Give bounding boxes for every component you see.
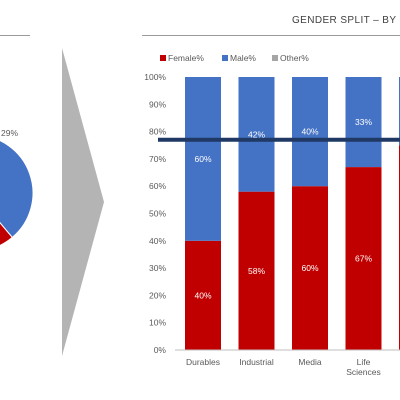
data-label-female: 60% bbox=[301, 263, 318, 273]
bar-male bbox=[185, 77, 221, 241]
bar-male bbox=[238, 77, 275, 192]
legend-label: Other% bbox=[280, 53, 309, 63]
y-tick-label: 30% bbox=[149, 263, 166, 273]
bar-female bbox=[185, 240, 221, 350]
y-tick-label: 60% bbox=[149, 181, 166, 191]
y-tick-label: 40% bbox=[149, 236, 166, 246]
y-tick-label: 100% bbox=[144, 72, 166, 82]
legend-swatch-2 bbox=[272, 55, 278, 61]
data-label-female: 58% bbox=[248, 266, 265, 276]
legend-label: Male% bbox=[230, 53, 256, 63]
data-label-male: 33% bbox=[355, 117, 372, 127]
section-title: GENDER SPLIT – BY bbox=[292, 15, 397, 26]
chevron-right-icon bbox=[62, 48, 104, 356]
pie-slice-male bbox=[0, 140, 34, 239]
category-label: Sciences bbox=[346, 367, 381, 377]
data-label-male: 60% bbox=[194, 154, 211, 164]
y-tick-label: 20% bbox=[149, 290, 166, 300]
y-tick-label: 80% bbox=[149, 127, 166, 137]
bar-male bbox=[345, 77, 382, 168]
left-header-rule bbox=[0, 35, 30, 36]
y-tick-label: 90% bbox=[149, 99, 166, 109]
category-label: Media bbox=[298, 357, 321, 367]
legend-swatch-1 bbox=[222, 55, 228, 61]
pie-label: 29% bbox=[1, 128, 18, 138]
pie-slice-female bbox=[0, 222, 13, 246]
y-tick-label: 50% bbox=[149, 209, 166, 219]
legend-label: Female% bbox=[168, 53, 204, 63]
data-label-female: 40% bbox=[194, 290, 211, 300]
data-label-male: 40% bbox=[301, 127, 318, 137]
y-tick-label: 70% bbox=[149, 154, 166, 164]
bar-male bbox=[292, 77, 328, 187]
y-tick-label: 10% bbox=[149, 318, 166, 328]
data-label-male: 42% bbox=[248, 129, 265, 139]
category-label: Life bbox=[357, 357, 371, 367]
y-tick-label: 0% bbox=[154, 345, 167, 355]
bar-female bbox=[345, 167, 382, 350]
right-header-rule bbox=[142, 35, 400, 36]
data-label-female: 67% bbox=[355, 254, 372, 264]
bar-female bbox=[292, 186, 328, 350]
bar-female bbox=[238, 191, 275, 350]
category-label: Industrial bbox=[239, 357, 274, 367]
category-label: Durables bbox=[186, 357, 220, 367]
legend-swatch-0 bbox=[160, 55, 166, 61]
